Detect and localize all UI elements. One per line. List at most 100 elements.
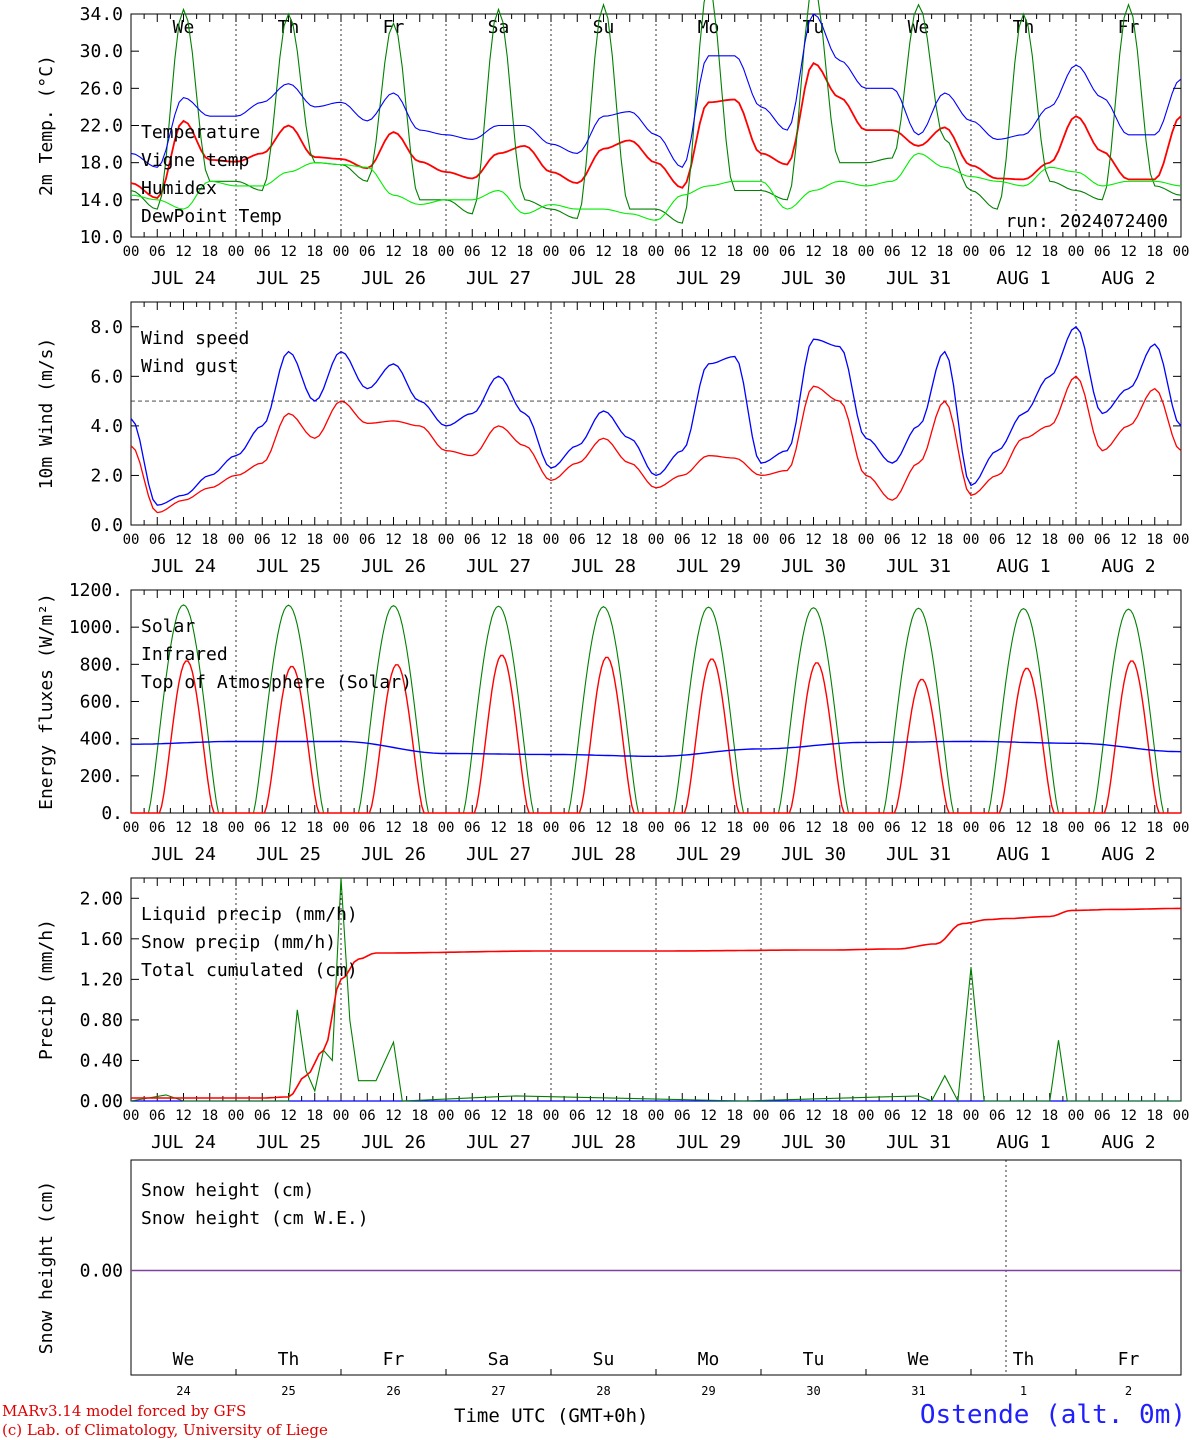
hour-tick-label: 18 [1041,820,1058,836]
hour-tick-label: 06 [884,532,901,548]
hour-tick-label: 12 [595,1108,612,1124]
hour-tick-label: 06 [1094,820,1111,836]
hour-tick-label: 00 [543,244,560,260]
hour-tick-label: 12 [805,820,822,836]
hour-tick-label: 00 [333,244,350,260]
hour-tick-label: 00 [543,1108,560,1124]
hour-tick-label: 00 [123,244,140,260]
hour-tick-label: 00 [333,1108,350,1124]
hour-tick-label: 00 [1068,244,1085,260]
hour-tick-label: 06 [569,1108,586,1124]
hour-tick-label: 18 [201,244,218,260]
date-label: JUL 25 [256,1132,321,1153]
hour-tick-label: 06 [779,244,796,260]
hour-tick-label: 06 [359,244,376,260]
hour-tick-label: 06 [149,532,166,548]
y-tick-label: 26.0 [80,78,123,99]
hour-tick-label: 00 [1068,1108,1085,1124]
date-label: JUL 31 [886,268,951,289]
hour-tick-label: 06 [359,532,376,548]
hour-tick-label: 12 [595,532,612,548]
date-label: JUL 24 [151,556,216,577]
hour-tick-label: 12 [805,532,822,548]
y-tick-label: 1200. [69,580,123,601]
hour-tick-label: 18 [1146,1108,1163,1124]
hour-tick-label: 18 [306,820,323,836]
hour-tick-label: 12 [280,244,297,260]
hour-tick-label: 06 [149,244,166,260]
y-tick-label: 2.00 [80,888,123,909]
hour-tick-label: 18 [936,1108,953,1124]
hour-tick-label: 00 [648,820,665,836]
y-tick-label: 800. [80,654,123,675]
date-label: JUL 31 [886,556,951,577]
hour-tick-label: 18 [726,244,743,260]
date-label: JUL 26 [361,268,426,289]
hour-tick-label: 06 [359,820,376,836]
hour-tick-label: 00 [858,244,875,260]
hour-tick-label: 06 [884,1108,901,1124]
hour-tick-label: 06 [464,1108,481,1124]
legend-entry: DewPoint Temp [141,206,282,227]
hour-tick-label: 06 [254,820,271,836]
date-label: JUL 31 [886,1132,951,1153]
hour-tick-label: 00 [753,820,770,836]
series-line-cumulated [131,907,1181,1099]
hour-tick-label: 00 [963,244,980,260]
hour-tick-label: 00 [858,532,875,548]
hour-tick-label: 06 [359,1108,376,1124]
hour-tick-label: 12 [805,244,822,260]
hour-tick-label: 12 [175,244,192,260]
legend-entry: Humidex [141,178,217,199]
y-tick-label: 4.0 [90,416,123,437]
hour-tick-label: 06 [569,532,586,548]
hour-tick-label: 00 [123,532,140,548]
legend-entry: Total cumulated (cm) [141,960,358,981]
y-axis-label: Precip (mm/h) [36,919,57,1060]
day-number-label: 31 [911,1384,925,1398]
hour-tick-label: 18 [1041,1108,1058,1124]
hour-tick-label: 12 [490,244,507,260]
date-label: JUL 30 [781,268,846,289]
hour-tick-label: 12 [1015,820,1032,836]
hour-tick-label: 00 [333,820,350,836]
hour-tick-label: 06 [674,532,691,548]
day-name-label: Th [1013,17,1035,38]
day-number-label: 29 [701,1384,715,1398]
y-tick-label: 30.0 [80,41,123,62]
y-tick-label: 1.60 [80,929,123,950]
hour-tick-label: 06 [149,1108,166,1124]
hour-tick-label: 00 [648,1108,665,1124]
hour-tick-label: 00 [858,820,875,836]
hour-tick-label: 00 [543,820,560,836]
hour-tick-label: 06 [779,532,796,548]
hour-tick-label: 18 [936,820,953,836]
day-name-label: Fr [1118,1349,1140,1370]
date-label: JUL 29 [676,556,741,577]
date-label: JUL 26 [361,1132,426,1153]
hour-tick-label: 18 [1146,244,1163,260]
hour-tick-label: 12 [700,1108,717,1124]
hour-tick-label: 18 [831,244,848,260]
hour-tick-label: 12 [910,244,927,260]
hour-tick-label: 18 [201,532,218,548]
hour-tick-label: 12 [1120,820,1137,836]
hour-tick-label: 12 [280,1108,297,1124]
day-number-label: 24 [176,1384,190,1398]
legend-entry: Snow height (cm W.E.) [141,1208,369,1229]
y-tick-label: 8.0 [90,317,123,338]
hour-tick-label: 18 [306,532,323,548]
date-label: JUL 27 [466,1132,531,1153]
date-label: AUG 1 [996,844,1050,865]
legend-entry: Snow precip (mm/h) [141,932,336,953]
hour-tick-label: 00 [753,244,770,260]
hour-tick-label: 00 [123,1108,140,1124]
hour-tick-label: 12 [490,1108,507,1124]
hour-tick-label: 06 [884,820,901,836]
hour-tick-label: 18 [831,532,848,548]
hour-tick-label: 00 [123,820,140,836]
y-tick-label: 0.0 [90,515,123,536]
date-label: JUL 24 [151,1132,216,1153]
date-label: JUL 25 [256,556,321,577]
